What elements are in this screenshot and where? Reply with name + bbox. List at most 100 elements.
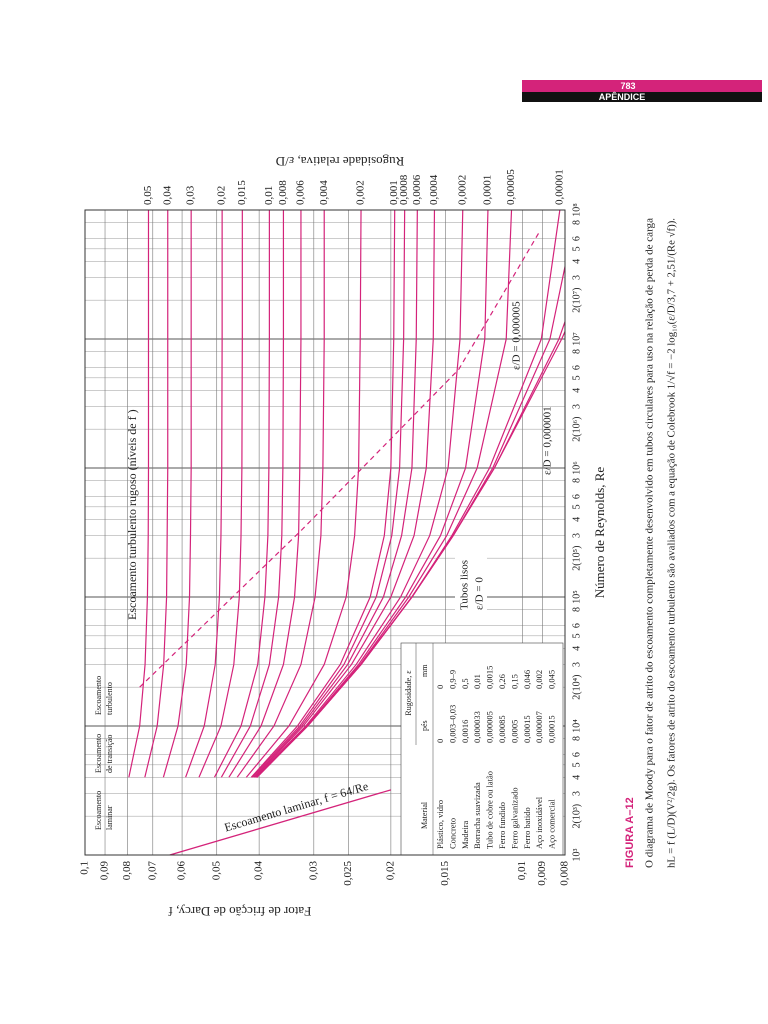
- friction-curve: [245, 210, 362, 778]
- table-group-header: Rugosidade, ε: [404, 670, 413, 716]
- friction-curve: [254, 210, 464, 778]
- figure-label: FIGURA A–12: [624, 797, 636, 868]
- friction-curve: [253, 210, 418, 778]
- regime-label: Escoamento: [94, 734, 103, 773]
- x-tick-label: 5: [571, 762, 582, 767]
- friction-curve: [254, 210, 436, 778]
- table-cell: 0,15: [509, 674, 519, 689]
- x-tick-label: 3: [571, 533, 582, 538]
- x-tick-label: 4: [571, 775, 582, 780]
- roughness-label: 0,008: [277, 180, 289, 205]
- table-cell: 0,000033: [472, 711, 482, 743]
- regime-label: laminar: [105, 805, 114, 830]
- x-tick-label: 8: [571, 607, 582, 612]
- x-tick-label: 5: [571, 633, 582, 638]
- table-cell: Madeira: [460, 820, 470, 849]
- roughness-label: 0,0004: [428, 174, 440, 205]
- table-cell: Ferro fundido: [497, 802, 507, 849]
- x-tick-label: 3: [571, 275, 582, 280]
- caption-line: O diagrama de Moody para o fator de atri…: [644, 218, 655, 868]
- x-tick-label: 3: [571, 662, 582, 667]
- x-tick-label: 5: [571, 504, 582, 509]
- x-tick-label: 6: [571, 494, 582, 499]
- y-tick-label: 0,1: [79, 861, 91, 875]
- table-cell: Aço inoxidável: [534, 796, 544, 849]
- roughness-label: 0,05: [142, 185, 154, 205]
- x-tick-label: 4: [571, 388, 582, 393]
- roughness-label: 0,02: [216, 186, 228, 205]
- x-tick-label: 4: [571, 517, 582, 522]
- roughness-label: 0,0006: [411, 174, 423, 205]
- x-tick-label: 10⁸: [571, 203, 582, 217]
- table-column-header: pés: [420, 720, 429, 731]
- friction-curve: [228, 210, 302, 778]
- plot-frame: [84, 209, 566, 856]
- table-cell: Concreto: [447, 818, 457, 849]
- table-cell: Ferro galvanizado: [509, 787, 519, 849]
- roughness-label: 0,0008: [398, 174, 410, 205]
- x-tick-label: 2(10⁴): [571, 675, 582, 700]
- table-cell: 0,0015: [485, 666, 495, 689]
- y-tick-label: 0,008: [559, 861, 571, 886]
- table-column-header: Material: [420, 801, 429, 829]
- roughness-label: 0,004: [318, 180, 330, 205]
- roughness-label: 0,04: [161, 185, 173, 205]
- table-cell: 0,000007: [534, 711, 544, 743]
- friction-curve: [250, 210, 396, 778]
- y-tick-label: 0,009: [536, 861, 548, 886]
- y-tick-label: 0,08: [121, 861, 133, 881]
- x-tick-label: 2(10³): [571, 804, 582, 829]
- moody-chart: Rugosidade, ε Material pés mm Plástico, vidr…: [79, 169, 607, 886]
- smooth-label-bg: [455, 553, 487, 615]
- y-tick-label: 0,06: [176, 861, 188, 881]
- y-tick-label: 0,02: [384, 861, 396, 880]
- x-tick-label: 6: [571, 236, 582, 241]
- roughness-label: 0,00001: [553, 169, 565, 205]
- section-bar: [522, 92, 762, 102]
- y-tick-label: 0,05: [210, 861, 222, 881]
- friction-curve: [256, 210, 565, 778]
- x-tick-label: 8: [571, 349, 582, 354]
- roughness-label: 0,01: [263, 186, 275, 205]
- table-cell: 0,01: [472, 674, 482, 689]
- page-number-bar: [522, 80, 762, 92]
- x-tick-label: 8: [571, 220, 582, 225]
- roughness-label: 0,0001: [481, 175, 493, 205]
- x-tick-label: 2(10⁷): [571, 288, 582, 313]
- table-cell: Ferro batido: [522, 807, 532, 849]
- smooth-label: Tubos lisos: [459, 560, 471, 610]
- table-column-header: mm: [420, 664, 429, 677]
- y-tick-label: 0,025: [342, 861, 354, 886]
- material-table: Rugosidade, ε Material pés mm Plástico, vidr…: [400, 642, 564, 856]
- y2-axis-title: Rugosidade relativa, ε/D: [276, 154, 405, 169]
- table-cell: 0,5: [460, 678, 470, 689]
- laminar-line: [169, 789, 392, 855]
- table-cell: Plástico, vidro: [435, 800, 445, 849]
- y-tick-label: 0,09: [99, 861, 111, 881]
- table-cell: 0,0005: [509, 720, 519, 743]
- table-cell: 0,002: [534, 670, 544, 689]
- x-tick-label: 8: [571, 736, 582, 741]
- table-cell: 0,00015: [547, 715, 557, 743]
- table-cell: 0,9–9: [447, 670, 457, 689]
- x-axis-title: Número de Reynolds, Re: [592, 467, 607, 599]
- x-tick-label: 4: [571, 259, 582, 264]
- friction-curve: [213, 210, 270, 778]
- table-cell: Aço comercial: [547, 799, 557, 849]
- y-tick-label: 0,01: [516, 861, 528, 880]
- regime-label: Escoamento: [94, 676, 103, 715]
- x-tick-label: 5: [571, 375, 582, 380]
- x-tick-label: 6: [571, 623, 582, 628]
- y-tick-label: 0,015: [439, 861, 451, 886]
- y-tick-label: 0,04: [253, 861, 265, 881]
- table-cell: 0,00085: [497, 715, 507, 743]
- friction-curve: [162, 210, 192, 778]
- x-tick-label: 10⁷: [571, 332, 582, 346]
- page-number: 783: [620, 81, 635, 91]
- table-cell: 0,0016: [460, 720, 470, 743]
- roughness-label: 0,00005: [505, 169, 517, 205]
- friction-curve: [128, 210, 150, 778]
- friction-curve: [144, 210, 169, 778]
- table-cell: 0,00015: [522, 715, 532, 743]
